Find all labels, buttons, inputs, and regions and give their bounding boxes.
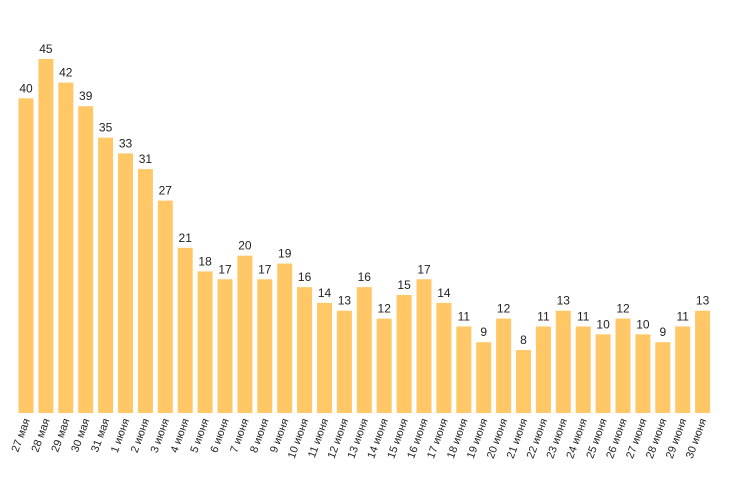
data-label: 16 bbox=[358, 270, 372, 284]
bar bbox=[555, 310, 571, 413]
bar bbox=[98, 137, 114, 414]
data-label: 14 bbox=[437, 286, 451, 300]
data-label: 15 bbox=[397, 278, 411, 292]
bar bbox=[78, 106, 94, 413]
data-label: 45 bbox=[39, 42, 53, 56]
value-labels-group: 40 45 42 39 35 33 31 27 21 18 17 20 17 19 16 14 13 16 12 15… bbox=[19, 42, 709, 347]
bar bbox=[336, 310, 352, 413]
data-label: 12 bbox=[616, 302, 630, 316]
data-label: 35 bbox=[99, 121, 113, 135]
bar bbox=[137, 169, 153, 413]
bar bbox=[297, 287, 313, 413]
data-label: 11 bbox=[458, 309, 471, 323]
data-label: 31 bbox=[139, 152, 153, 166]
bar bbox=[675, 326, 691, 413]
bar bbox=[635, 334, 651, 413]
bar bbox=[535, 326, 551, 413]
data-label: 12 bbox=[497, 302, 511, 316]
bar bbox=[177, 247, 193, 413]
data-label: 17 bbox=[417, 262, 431, 276]
data-label: 42 bbox=[59, 66, 73, 80]
data-label: 27 bbox=[159, 184, 173, 198]
bar bbox=[197, 271, 213, 413]
bar bbox=[436, 302, 452, 413]
data-label: 13 bbox=[338, 294, 352, 308]
bar bbox=[516, 350, 531, 413]
bar bbox=[595, 334, 611, 413]
bar bbox=[456, 326, 472, 413]
data-label: 13 bbox=[557, 294, 571, 308]
data-label: 10 bbox=[596, 317, 610, 331]
bars-group bbox=[18, 59, 711, 414]
data-label: 39 bbox=[79, 89, 93, 103]
data-label: 12 bbox=[378, 302, 392, 316]
data-label: 8 bbox=[520, 333, 527, 347]
bar bbox=[376, 318, 392, 413]
data-label: 20 bbox=[238, 239, 252, 253]
bar bbox=[496, 318, 512, 413]
data-label: 40 bbox=[19, 81, 33, 95]
data-label: 19 bbox=[278, 247, 292, 261]
data-label: 13 bbox=[696, 294, 710, 308]
bar bbox=[277, 263, 293, 413]
data-label: 17 bbox=[218, 262, 232, 276]
bar bbox=[317, 302, 332, 413]
bar bbox=[615, 318, 631, 413]
data-label: 11 bbox=[537, 309, 550, 323]
bar bbox=[396, 295, 412, 413]
bar bbox=[58, 82, 74, 413]
bar bbox=[257, 279, 273, 413]
data-label: 9 bbox=[480, 325, 487, 339]
bar bbox=[157, 200, 173, 413]
data-label: 17 bbox=[258, 262, 272, 276]
data-label: 16 bbox=[298, 270, 312, 284]
data-label: 10 bbox=[636, 317, 650, 331]
bar bbox=[575, 326, 591, 413]
bar bbox=[476, 342, 492, 413]
bar bbox=[38, 59, 54, 413]
bar bbox=[18, 98, 34, 413]
bar bbox=[695, 310, 711, 413]
data-label: 11 bbox=[577, 309, 590, 323]
bar bbox=[237, 255, 253, 413]
bar bbox=[416, 279, 432, 413]
data-label: 21 bbox=[179, 231, 193, 245]
data-label: 18 bbox=[198, 254, 212, 268]
bar bbox=[356, 287, 372, 413]
data-label: 33 bbox=[119, 136, 133, 150]
data-label: 14 bbox=[318, 286, 332, 300]
bar bbox=[217, 279, 233, 413]
data-label: 11 bbox=[676, 309, 689, 323]
bar bbox=[655, 342, 671, 413]
data-label: 9 bbox=[659, 325, 666, 339]
bar bbox=[118, 153, 133, 413]
